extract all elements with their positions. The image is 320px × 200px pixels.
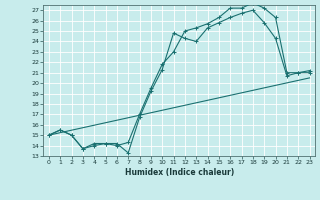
X-axis label: Humidex (Indice chaleur): Humidex (Indice chaleur) <box>124 168 234 177</box>
